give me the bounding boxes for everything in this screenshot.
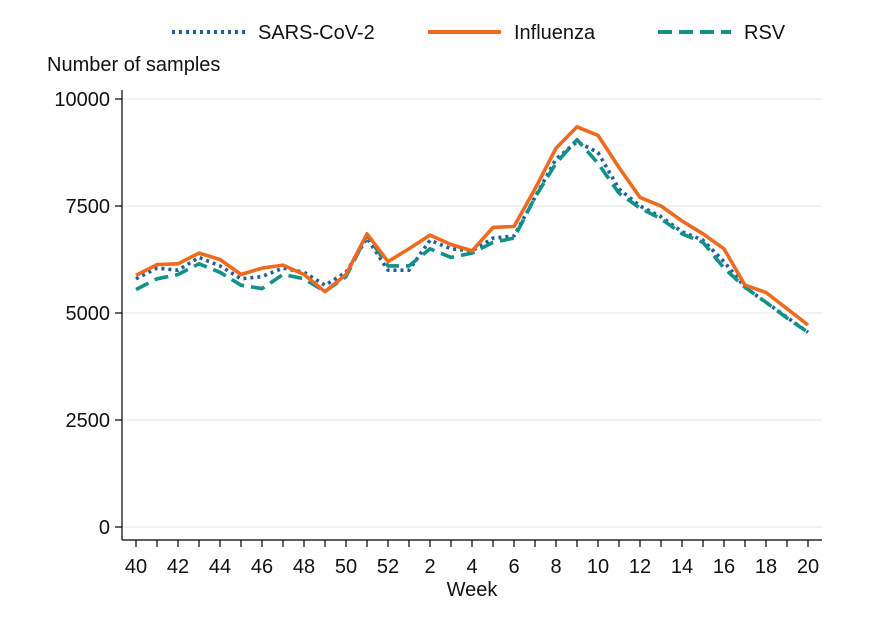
x-axis: 40 42 44 46 48 50 52 2 4 6 8 10 12 14 16 18 20: [122, 539, 822, 578]
x-tick-label: 48: [293, 556, 315, 578]
legend-label: Influenza: [514, 22, 596, 44]
x-tick-label: 20: [797, 556, 819, 578]
legend-label: SARS-CoV-2: [258, 22, 375, 44]
series-line-rsv: [135, 137, 810, 334]
x-tick-label: 14: [671, 556, 693, 578]
y-axis-title: Number of samples: [47, 54, 220, 76]
series-lines: [135, 125, 810, 334]
x-tick-label: 8: [550, 556, 561, 578]
x-tick-label: 2: [424, 556, 435, 578]
x-tick-label: 16: [713, 556, 735, 578]
x-tick-label: 12: [629, 556, 651, 578]
y-tick-label: 7500: [66, 196, 111, 218]
x-tick-label: 18: [755, 556, 777, 578]
legend: SARS-CoV-2 Influenza RSV: [172, 22, 786, 44]
x-tick-label: 50: [335, 556, 357, 578]
x-tick-label: 10: [587, 556, 609, 578]
legend-label: RSV: [744, 22, 786, 44]
y-tick-label: 0: [99, 517, 110, 539]
y-tick-label: 10000: [54, 89, 110, 111]
y-tick-label: 2500: [66, 410, 111, 432]
x-tick-label: 52: [377, 556, 399, 578]
x-tick-label: 42: [167, 556, 189, 578]
y-axis: 0 2500 5000 7500 10000: [54, 89, 123, 540]
x-tick-label: 40: [125, 556, 147, 578]
series-line-influenza: [135, 125, 810, 327]
x-tick-label: 44: [209, 556, 231, 578]
gridlines: [122, 98, 822, 528]
series-line-sars-cov-2: [135, 140, 810, 334]
y-tick-label: 5000: [66, 303, 111, 325]
x-axis-title: Week: [447, 579, 499, 601]
x-tick-label: 46: [251, 556, 273, 578]
x-tick-label: 6: [508, 556, 519, 578]
x-tick-label: 4: [466, 556, 477, 578]
